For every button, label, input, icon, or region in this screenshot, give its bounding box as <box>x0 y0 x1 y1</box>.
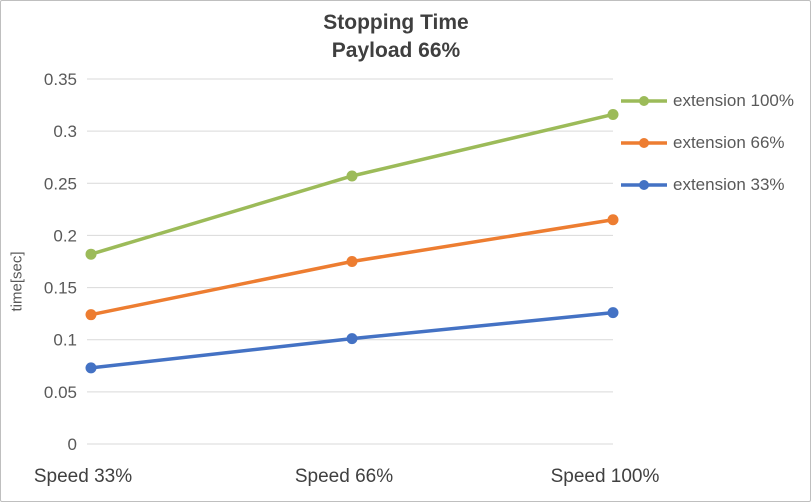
y-tick-label: 0.15 <box>44 279 77 298</box>
legend-label: extension 66% <box>673 133 785 152</box>
data-point-marker <box>85 309 97 321</box>
y-tick-label: 0.35 <box>44 70 77 89</box>
y-tick-label: 0.2 <box>53 226 77 245</box>
data-point-marker <box>607 307 619 319</box>
data-point-marker <box>346 170 358 182</box>
legend-label: extension 33% <box>673 175 785 194</box>
legend-marker-icon <box>621 96 667 106</box>
y-tick-label: 0.25 <box>44 174 77 193</box>
data-point-marker <box>607 108 619 120</box>
series-line-extension-66- <box>89 218 615 317</box>
legend-marker-icon <box>621 138 667 148</box>
data-point-marker <box>85 248 97 260</box>
chart-title-block: Stopping Time Payload 66% <box>1 9 791 65</box>
chart-title: Stopping Time <box>323 11 469 34</box>
y-tick-label: 0.3 <box>53 122 77 141</box>
legend-marker-icon <box>621 180 667 190</box>
legend-item: extension 66% <box>621 133 809 153</box>
y-tick-label: 0.05 <box>44 383 77 402</box>
x-category-label: Speed 33% <box>34 466 132 487</box>
legend: extension 100% extension 66% extension 33% <box>621 91 809 217</box>
legend-label: extension 100% <box>673 91 794 110</box>
x-category-label: Speed 100% <box>551 466 660 487</box>
data-point-marker <box>85 362 97 374</box>
data-point-marker <box>346 333 358 345</box>
x-category-label: Speed 66% <box>295 466 393 487</box>
data-point-marker <box>607 214 619 226</box>
legend-item: extension 100% <box>621 91 809 111</box>
y-tick-label: 0.1 <box>53 331 77 350</box>
chart-subtitle: Payload 66% <box>331 39 461 62</box>
y-tick-label: 0 <box>68 435 77 454</box>
data-point-marker <box>346 256 358 267</box>
legend-item: extension 33% <box>621 175 809 195</box>
